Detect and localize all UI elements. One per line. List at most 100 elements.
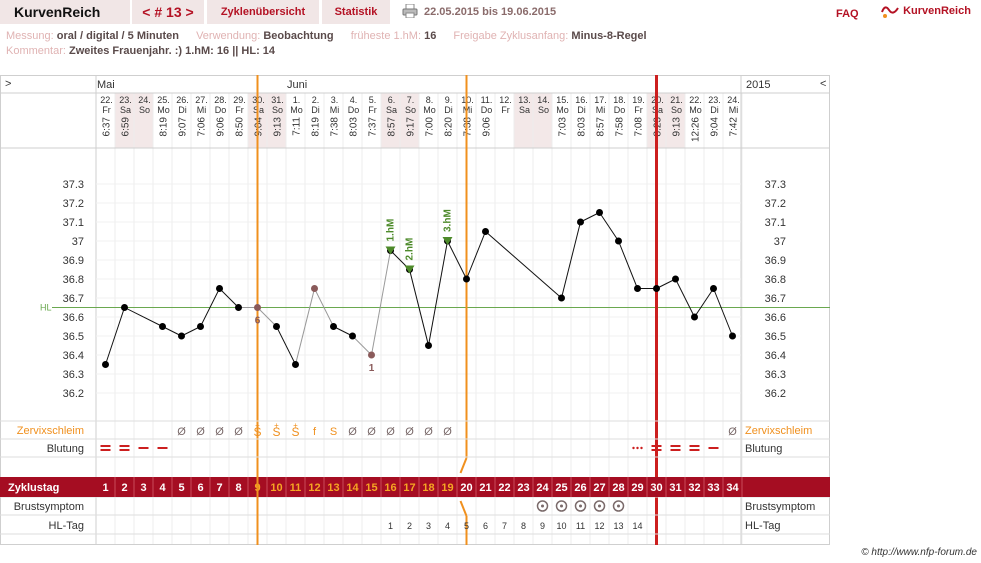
temperature-point <box>596 209 603 216</box>
hl-day-number: 8 <box>521 521 526 531</box>
measure-time: 9:06 <box>482 117 493 137</box>
measure-time: 8:57 <box>387 117 398 137</box>
measure-time: 9:07 <box>178 117 189 137</box>
curve-segment <box>599 212 619 242</box>
year-label: 2015 <box>746 79 770 91</box>
bleeding-mark <box>651 449 662 451</box>
day-weekday: So <box>405 105 416 115</box>
brand-logo[interactable]: KurvenReich <box>880 2 971 22</box>
printer-icon[interactable] <box>402 4 418 18</box>
logo[interactable]: KurvenReich <box>0 0 130 24</box>
weekend-shade <box>533 93 552 148</box>
bleeding-mark <box>157 447 168 449</box>
tab-statistik[interactable]: Statistik <box>322 0 390 24</box>
cycle-day-number: 29 <box>631 482 643 494</box>
temperature-point <box>691 313 698 321</box>
day-weekday: Mi <box>596 105 606 115</box>
temperature-point <box>558 294 565 302</box>
temperature-point <box>102 361 109 368</box>
row-label-brustsymptom: Brustsymptom <box>14 501 84 513</box>
day-date: 13. <box>518 95 531 105</box>
brand-icon <box>881 6 899 18</box>
day-date: 17. <box>594 95 607 105</box>
cycle-day-number: 25 <box>555 482 567 494</box>
bleeding-mark <box>689 449 700 451</box>
breast-symptom-icon <box>536 500 549 512</box>
y-tick-left: 37.1 <box>63 217 84 229</box>
breast-symptom-icon <box>574 500 587 512</box>
curve-segment <box>428 240 448 346</box>
y-tick-left: 37.3 <box>63 179 84 191</box>
y-tick-right: 36.7 <box>765 293 786 305</box>
breast-symptom-icon <box>617 504 620 508</box>
temperature-point <box>463 275 470 283</box>
messung-label: Messung: <box>6 30 54 42</box>
tab-zyklenuebersicht[interactable]: Zyklenübersicht <box>207 0 319 24</box>
curve-segment <box>580 212 600 223</box>
measure-time: 9:04 <box>710 117 721 137</box>
bleeding-mark <box>100 449 111 451</box>
weekend-shade <box>400 93 419 148</box>
weekend-shade <box>134 93 153 148</box>
hm-label: 2.hM <box>405 238 416 261</box>
bleeding-mark <box>100 445 111 447</box>
y-tick-left: 37 <box>72 236 84 248</box>
hl-day-number: 11 <box>576 521 585 531</box>
row-label-zervixschleim: Zervixschleim <box>17 425 84 437</box>
curve-segment <box>656 278 676 289</box>
cycle-day-number: 10 <box>270 482 282 494</box>
hl-day-number: 5 <box>464 521 469 531</box>
day-date: 12. <box>499 95 512 105</box>
hm-marker <box>442 237 453 245</box>
breast-symptom-icon <box>541 504 544 508</box>
day-date: 6. <box>388 95 396 105</box>
measure-time: 8:03 <box>349 117 360 137</box>
day-date: 9. <box>445 95 453 105</box>
zervix-plus: + <box>274 421 279 430</box>
hl-day-number: 9 <box>540 521 545 531</box>
day-date: 24. <box>727 95 740 105</box>
y-tick-right: 37.1 <box>765 217 786 229</box>
verwendung-value: Beobachtung <box>263 30 334 42</box>
measure-time: 7:37 <box>368 117 379 137</box>
day-weekday: Mo <box>290 105 303 115</box>
zervix-mark: Ø <box>405 426 414 438</box>
day-weekday: So <box>671 105 682 115</box>
day-weekday: Do <box>614 105 626 115</box>
breast-symptom-icon <box>612 500 625 512</box>
faq-link[interactable]: FAQ <box>836 8 859 20</box>
measure-time: 8:03 <box>577 117 588 137</box>
cycle-day-number: 6 <box>197 482 203 494</box>
day-date: 16. <box>575 95 588 105</box>
measure-time: 7:38 <box>463 117 474 137</box>
measure-time: 8:20 <box>444 117 455 137</box>
cycle-day-number: 23 <box>517 482 529 494</box>
hl-day-number: 6 <box>483 521 488 531</box>
day-date: 14. <box>537 95 550 105</box>
cycle-navigation[interactable]: < # 13 > <box>132 0 204 24</box>
curve-segment <box>181 326 201 337</box>
day-weekday: Di <box>178 105 187 115</box>
hl-day-number: 10 <box>556 521 566 531</box>
cycle-day-number: 16 <box>384 482 396 494</box>
bleeding-mark <box>670 449 681 451</box>
temperature-point <box>273 323 280 330</box>
row-label-blutung-right: Blutung <box>745 443 782 455</box>
y-tick-right: 36.9 <box>765 255 786 267</box>
day-date: 1. <box>293 95 301 105</box>
temperature-point <box>178 332 185 340</box>
bleeding-mark <box>708 447 719 449</box>
measure-time: 7:03 <box>558 117 569 137</box>
weekend-shade <box>666 93 685 148</box>
breast-symptom-icon <box>555 500 568 512</box>
measure-time: 9:13 <box>273 117 284 137</box>
curve-segment <box>124 307 163 327</box>
frueheste-value: 16 <box>424 30 437 42</box>
day-date: 25. <box>157 95 170 105</box>
measure-time: 6:37 <box>102 117 113 137</box>
day-date: 18. <box>613 95 626 105</box>
cycle-day-number: 11 <box>290 482 302 494</box>
measure-time: 12:26 <box>691 117 702 142</box>
measure-time: 6:59 <box>121 117 132 137</box>
hl-day-number: 4 <box>445 521 450 531</box>
